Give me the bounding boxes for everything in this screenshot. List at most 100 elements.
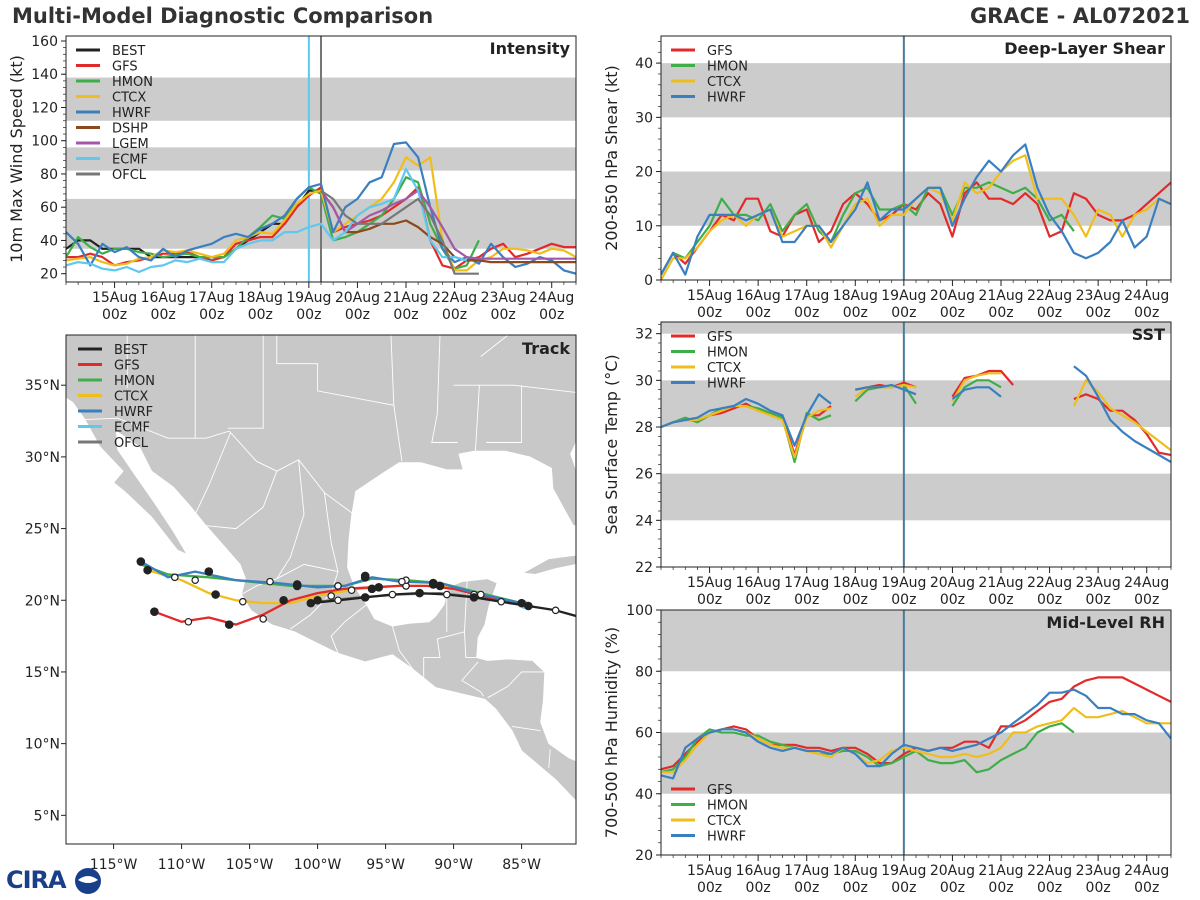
rh-line-hwrf	[661, 688, 1171, 780]
track-point-best	[524, 601, 533, 611]
track-xtick-label: 105°W	[226, 857, 274, 873]
border-line-16	[330, 604, 367, 654]
border-line-15	[276, 563, 339, 580]
land-cuba	[521, 554, 576, 575]
intensity-xtick-hour: 00z	[151, 307, 176, 323]
intensity-ytick-label: 160	[31, 34, 58, 50]
sst-xtick-day: 23Aug	[1076, 575, 1121, 591]
track-legend-label-gfs: GFS	[114, 359, 140, 374]
track-ytick-label: 30°N	[25, 450, 60, 466]
shear-xtick-day: 16Aug	[736, 288, 781, 304]
shear-xtick-hour: 00z	[1086, 305, 1111, 321]
sst-xtick-hour: 00z	[1086, 592, 1111, 608]
shear-xtick-day: 18Aug	[833, 288, 878, 304]
track-xtick-label: 85°W	[502, 857, 541, 873]
shear-xtick-day: 24Aug	[1124, 288, 1169, 304]
shear-xtick-hour: 00z	[697, 305, 722, 321]
sst-ytick-label: 32	[635, 327, 653, 343]
intensity-line-ofcl	[320, 189, 479, 275]
track-point-best	[306, 598, 316, 608]
sst-xtick-day: 16Aug	[736, 575, 781, 591]
track-line-hwrf	[140, 560, 522, 605]
shear-line-hmon	[661, 181, 1075, 276]
intensity-xtick-day: 19Aug	[286, 290, 331, 306]
track-xtick-label: 100°W	[294, 857, 342, 873]
rh-xtick-hour: 00z	[1134, 880, 1159, 896]
track-point-gfs	[374, 583, 384, 592]
rh-ytick-label: 40	[635, 787, 653, 803]
rh-xtick-day: 18Aug	[833, 863, 878, 879]
sst-xtick-hour: 00z	[843, 592, 868, 608]
rh-ylabel: 700-500 hPa Humidity (%)	[602, 627, 621, 838]
track-legend-label-ofcl: OFCL	[114, 436, 149, 451]
intensity-ytick-label: 140	[31, 67, 58, 83]
intensity-ytick-label: 80	[40, 167, 58, 183]
track-map-group	[66, 335, 576, 844]
rh-ytick-label: 100	[626, 603, 653, 619]
intensity-xtick-hour: 00z	[393, 307, 418, 323]
shear-ytick-label: 30	[635, 110, 653, 126]
sst-line-hwrf-3	[1073, 365, 1171, 463]
shear-xtick-hour: 00z	[843, 305, 868, 321]
intensity-legend-label-gfs: GFS	[112, 60, 138, 75]
track-legend-label-hmon: HMON	[114, 374, 155, 389]
rh-legend-label-ctcx: CTCX	[707, 814, 741, 829]
rh-xtick-day: 23Aug	[1076, 863, 1121, 879]
intensity-ytick-label: 40	[40, 233, 58, 249]
track-point-ctcx	[367, 584, 377, 594]
track-xtick-label: 95°W	[366, 857, 405, 873]
track-legend-label-ctcx: CTCX	[114, 390, 148, 405]
track-legend-label-ecmf: ECMF	[114, 421, 150, 436]
shear-ytick-label: 0	[644, 273, 653, 289]
border-line-0	[84, 417, 356, 517]
shear-legend-label-hmon: HMON	[707, 60, 748, 75]
sst-xtick-day: 19Aug	[881, 575, 926, 591]
intensity-legend-label-ctcx: CTCX	[112, 91, 146, 106]
sst-line-hwrf-1	[855, 383, 917, 396]
figure-title: Multi-Model Diagnostic Comparison	[12, 4, 434, 28]
sst-xtick-hour: 00z	[794, 592, 819, 608]
sst-title: SST	[1132, 325, 1165, 344]
shear-legend-label-hwrf: HWRF	[707, 91, 746, 106]
sst-ylabel: Sea Surface Temp (°C)	[602, 354, 621, 534]
track-line-gfs	[153, 584, 522, 626]
border-line-6	[431, 335, 458, 443]
border-line-21	[461, 680, 484, 697]
shear-xtick-day: 20Aug	[930, 288, 975, 304]
border-line-14	[290, 492, 339, 630]
track-point-ctcx	[211, 590, 220, 599]
sst-xtick-day: 17Aug	[784, 575, 829, 591]
rh-xtick-day: 15Aug	[687, 863, 732, 879]
shear-band-1	[661, 63, 1171, 118]
intensity-legend-label-ofcl: OFCL	[112, 168, 147, 183]
track-point-open-best	[388, 590, 397, 599]
intensity-title: Intensity	[490, 39, 571, 58]
rh-ytick-label: 60	[635, 726, 653, 742]
track-title: Track	[522, 339, 570, 358]
sst-ytick-label: 30	[635, 373, 653, 389]
rh-line-hmon	[661, 722, 1075, 774]
shear-panel: 01020304015Aug00z16Aug00z17Aug00z18Aug00…	[602, 35, 1172, 321]
rh-xtick-hour: 00z	[697, 880, 722, 896]
intensity-line-ecmf	[66, 167, 467, 274]
track-xtick-label: 110°W	[158, 857, 206, 873]
track-point-gfs	[150, 607, 159, 617]
shear-xtick-hour: 00z	[891, 305, 916, 321]
track-point-open-ctcx	[191, 576, 200, 584]
rh-legend-label-hwrf: HWRF	[707, 830, 746, 845]
sst-xtick-hour: 00z	[746, 592, 771, 608]
track-ytick-label: 5°N	[34, 808, 60, 824]
intensity-xtick-hour: 00z	[539, 307, 564, 323]
track-point-hwrf	[204, 567, 214, 576]
storm-id: GRACE - AL072021	[969, 4, 1190, 28]
border-line-24	[512, 725, 541, 732]
shear-xtick-day: 21Aug	[978, 288, 1023, 304]
sst-band-2	[661, 322, 1171, 334]
intensity-ytick-label: 120	[31, 100, 58, 116]
border-line-4	[276, 335, 394, 406]
shear-ytick-label: 20	[635, 165, 653, 181]
shear-xtick-hour: 00z	[988, 305, 1013, 321]
intensity-ytick-label: 20	[40, 267, 58, 283]
